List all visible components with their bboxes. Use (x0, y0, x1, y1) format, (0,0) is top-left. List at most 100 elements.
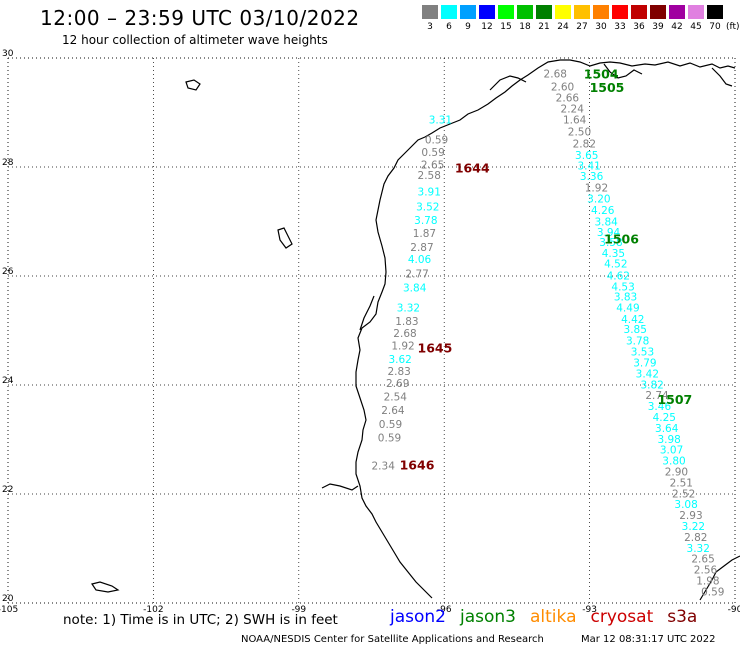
colorbar-swatch (498, 5, 514, 19)
colorbar-label: 15 (500, 22, 512, 32)
legend-entry-altika: altika (530, 607, 577, 627)
wave-height-value: 3.32 (687, 543, 710, 555)
coastline (91, 59, 740, 601)
wave-height-value: 4.42 (621, 314, 644, 326)
wave-height-value: 2.65 (691, 554, 714, 566)
wave-height-value: 2.34 (372, 460, 396, 472)
wave-height-value: 1.87 (413, 228, 436, 240)
longitude-tick-label: -93 (582, 605, 597, 615)
wave-height-value: 1.83 (395, 316, 418, 328)
yucatan-coast (699, 555, 740, 601)
colorbar-swatch (612, 5, 628, 19)
wave-height-value: 2.74 (645, 390, 669, 402)
wave-height-value: 3.31 (429, 114, 452, 126)
pass-number-label: 1644 (455, 160, 490, 175)
satellite-legend: jason2 jason3 altika cryosat s3a (390, 607, 711, 627)
colorbar-label: 9 (465, 22, 471, 32)
wave-height-value: 2.83 (387, 366, 410, 378)
pass-number-label: 1507 (657, 392, 692, 407)
wave-height-value: 4.35 (602, 248, 625, 260)
latitude-tick-label: 28 (2, 158, 14, 168)
wave-height-value: 3.84 (594, 216, 618, 228)
pass-number-label: 1505 (590, 80, 625, 95)
generated-timestamp: Mar 12 08:31:17 UTC 2022 (581, 634, 716, 645)
wave-height-value: 4.25 (653, 412, 676, 424)
wave-height-value: 3.20 (587, 193, 610, 205)
wave-height-value: 2.64 (381, 405, 405, 417)
florida-tip (711, 67, 733, 87)
pass-number-label: 1645 (418, 340, 453, 355)
colorbar-label: 24 (557, 22, 569, 32)
wave-height-value: 3.07 (660, 445, 683, 457)
wave-height-value: 3.98 (657, 434, 680, 446)
gulf-coastline (355, 59, 736, 599)
colorbar-label: 27 (576, 22, 588, 32)
colorbar-swatch (688, 5, 704, 19)
wave-height-value: 3.08 (674, 499, 697, 511)
colorbar-label: 6 (446, 22, 452, 32)
colorbar-label: 36 (633, 22, 645, 32)
wave-height-value: 4.26 (591, 205, 615, 217)
latitude-tick-label: 26 (2, 267, 14, 277)
wave-height-value: 2.54 (384, 391, 408, 403)
wave-height-value: 0.59 (378, 433, 401, 445)
wave-height-value: 1.64 (563, 114, 587, 126)
colorbar-swatch (479, 5, 495, 19)
wave-height-value: 3.64 (655, 423, 679, 435)
wave-height-value: 3.62 (388, 354, 411, 366)
pass-number-label: 1646 (400, 457, 435, 472)
wave-height-value: 2.69 (386, 378, 409, 390)
colorbar-label: 42 (671, 22, 683, 32)
longitude-tick-label: -102 (143, 605, 163, 615)
longitude-tick-label: -99 (291, 605, 306, 615)
footnote: note: 1) Time is in UTC; 2) SWH is in fe… (63, 612, 338, 628)
mex-inland (321, 483, 359, 491)
credit-line: NOAA/NESDIS Center for Satellite Applica… (241, 634, 544, 645)
wave-height-value: 4.53 (611, 282, 634, 294)
wave-height-value: 2.77 (405, 269, 428, 281)
wave-height-value: 0.59 (379, 419, 402, 431)
wave-height-value: 2.87 (410, 242, 433, 254)
colorbar-swatch (517, 5, 533, 19)
wave-height-value: 2.24 (561, 104, 585, 116)
colorbar-label: 33 (614, 22, 626, 32)
longitude-tick-label: -105 (0, 605, 18, 615)
wave-height-value: 3.52 (416, 202, 439, 214)
legend-entry-s3a: s3a (667, 607, 698, 627)
colorbar-label: 3 (427, 22, 433, 32)
wave-height-value: 0.59 (701, 586, 724, 598)
island-small (185, 79, 201, 91)
wave-height-value: 2.82 (573, 138, 596, 150)
wave-height-value: 4.62 (607, 270, 630, 282)
colorbar-swatch (555, 5, 571, 19)
latitude-tick-label: 24 (2, 376, 14, 386)
graticule (7, 57, 736, 604)
latitude-tick-label: 22 (2, 485, 13, 495)
colorbar-swatch (574, 5, 590, 19)
wave-height-value: 3.22 (682, 521, 705, 533)
wave-height-value: 1.92 (585, 183, 608, 195)
chart-subtitle: 12 hour collection of altimeter wave hei… (62, 33, 328, 47)
colorbar-label: 39 (652, 22, 664, 32)
longitude-tick-label: -96 (437, 605, 452, 615)
wave-height-value: 2.82 (684, 532, 707, 544)
lake-2 (91, 581, 120, 593)
wave-height-value: 2.90 (665, 466, 688, 478)
wave-height-value: 3.65 (575, 150, 598, 162)
legend-entry-jason3: jason3 (460, 607, 516, 627)
wave-height-value: 1.98 (696, 575, 719, 587)
legend-entry-jason2: jason2 (390, 607, 446, 627)
wave-height-value: 3.83 (614, 292, 637, 304)
wave-height-value: 4.49 (616, 302, 639, 314)
wave-height-value: 3.78 (414, 215, 437, 227)
laguna-madre (359, 295, 375, 331)
colorbar-swatch (422, 5, 438, 19)
wave-height-value: 2.60 (551, 82, 574, 94)
colorbar-label: 21 (538, 22, 550, 32)
colorbar-label: 30 (595, 22, 607, 32)
colorbar-swatch (460, 5, 476, 19)
wave-height-value: 3.41 (577, 161, 600, 173)
colorbar-label: 18 (519, 22, 531, 32)
wave-height-value: 2.50 (568, 126, 591, 138)
